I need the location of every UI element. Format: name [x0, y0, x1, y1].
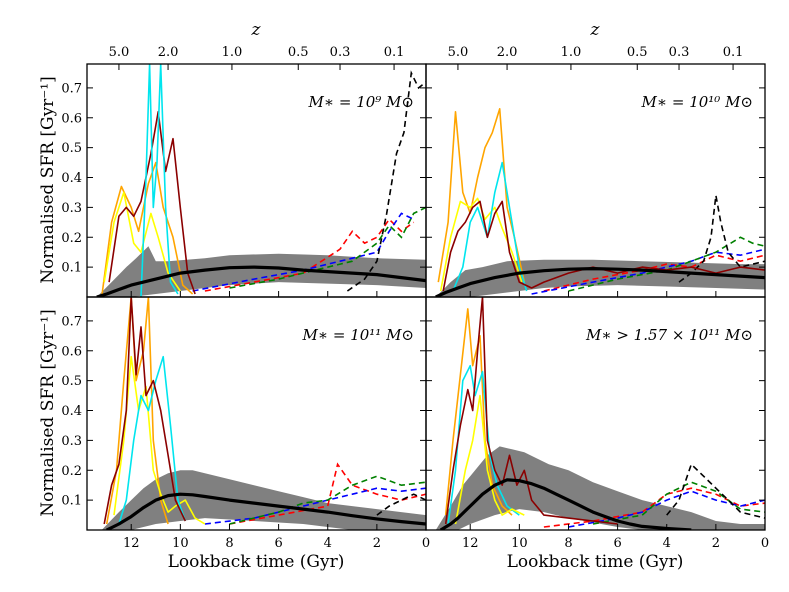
y-tick-label: 0.6: [61, 344, 82, 359]
top-axis-title-right: z: [590, 20, 601, 40]
panel-2-solid-history-0: [105, 297, 169, 525]
z-tick-label: 5.0: [109, 45, 130, 60]
panel-2-dashed-history-0: [229, 462, 426, 525]
panel-0-dashed-history-1: [192, 212, 415, 292]
y-tick-label: 0.4: [61, 171, 82, 186]
frames-layer: [86, 63, 766, 531]
y-axis-title-bottom: Normalised SFR [Gyr⁻¹]: [38, 309, 58, 516]
z-tick-label: 0.1: [723, 45, 744, 60]
panel-2-dashed-history-3: [376, 493, 426, 516]
z-tick-label: 1.0: [561, 45, 582, 60]
x-tick-label: 6: [274, 536, 282, 551]
panel-label-1e11: M∗ = 10¹¹ M⊙: [302, 326, 414, 344]
x-tick-label: 0: [761, 536, 769, 551]
y-tick-label: 0.7: [61, 81, 82, 96]
y-tick-label: 0.5: [61, 374, 82, 389]
panel-2-scatter-band: [101, 470, 426, 530]
panel-2-mean-sfh: [105, 492, 426, 530]
z-tick-label: 0.3: [330, 45, 351, 60]
x-tick-label: 4: [324, 536, 332, 551]
y-tick-label: 0.7: [61, 314, 82, 329]
x-axis-title-right: Lookback time (Gyr): [507, 552, 684, 572]
y-axis-title-top: Normalised SFR [Gyr⁻¹]: [38, 76, 58, 283]
panel-3-frame: [425, 296, 766, 531]
panel-1-dashed-history-3: [678, 195, 765, 283]
panel-0-solid-history-1: [103, 191, 181, 292]
panel-label-1e9: M∗ = 10⁹ M⊙: [308, 93, 414, 111]
z-tick-label: 0.5: [627, 45, 648, 60]
x-tick-label: 0: [422, 536, 430, 551]
y-tick-label: 0.3: [61, 434, 82, 449]
panel-3-plot: [435, 297, 765, 530]
y-tick-label: 0.3: [61, 201, 82, 216]
panel-0-solid-history-3: [140, 64, 179, 297]
panel-2-solid-history-1: [113, 355, 206, 525]
x-tick-label: 2: [712, 536, 720, 551]
y-tick-label: 0.2: [61, 231, 82, 246]
y-tick-label: 0.2: [61, 464, 82, 479]
panel-1-mean-sfh: [435, 267, 765, 297]
panel-0-solid-history-0: [100, 161, 194, 297]
panel-0-mean-sfh: [96, 265, 426, 297]
panel-0-dashed-history-2: [229, 206, 426, 289]
panel-3-solid-history-1: [447, 364, 520, 525]
panel-3-solid-history-3: [444, 297, 618, 525]
z-tick-label: 1.0: [222, 45, 243, 60]
y-tick-label: 0.5: [61, 141, 82, 156]
panel-1-solid-history-3: [442, 200, 765, 292]
z-tick-label: 2.0: [158, 45, 179, 60]
z-tick-label: 5.0: [448, 45, 469, 60]
panel-3-solid-history-0: [444, 308, 513, 516]
panel-3-dashed-history-0: [543, 487, 765, 528]
panel-3-mean-sfh: [439, 478, 692, 530]
panel-3-dashed-history-3: [666, 462, 765, 519]
panel-2-solid-history-3: [103, 297, 187, 525]
y-tick-label: 0.1: [61, 494, 82, 509]
panel-1-solid-history-0: [437, 108, 526, 283]
panel-2-dashed-history-2: [229, 475, 426, 525]
panel-3-scatter-band: [435, 446, 765, 530]
panel-2-plot: [101, 297, 426, 530]
panel-3-solid-history-2: [454, 394, 525, 525]
panel-1-plot: [435, 108, 765, 297]
panel-1-dashed-history-2: [568, 236, 765, 292]
x-tick-label: 4: [663, 536, 671, 551]
y-tick-label: 0.1: [61, 261, 82, 276]
panel-0-plot: [96, 64, 426, 297]
panels-layer: [96, 64, 765, 530]
z-tick-label: 0.3: [669, 45, 690, 60]
panel-0-dashed-history-3: [346, 70, 426, 292]
x-tick-label: 6: [613, 536, 621, 551]
ticks-layer: 0.1 0.2 0.3 0.4 0.5 0.6 0.7 5.0 2.0 1.0 0.5 0.3 0.1 5…: [61, 45, 769, 551]
panel-label-1e10: M∗ = 10¹⁰ M⊙: [641, 93, 753, 111]
panel-0-solid-history-2: [108, 111, 196, 295]
panel-0-dashed-history-0: [204, 218, 415, 292]
y-tick-label: 0.6: [61, 111, 82, 126]
panel-3-dashed-history-1: [568, 490, 765, 528]
z-tick-label: 0.1: [384, 45, 405, 60]
y-tick-label: 0.4: [61, 404, 82, 419]
x-tick-label: 8: [564, 536, 572, 551]
panel-1-solid-history-2: [452, 161, 528, 292]
x-tick-label: 12: [462, 536, 479, 551]
x-tick-label: 10: [511, 536, 528, 551]
x-tick-label: 10: [172, 536, 189, 551]
panel-1-dashed-history-1: [531, 248, 765, 295]
panel-label-gt1.57e11: M∗ > 1.57 × 10¹¹ M⊙: [585, 326, 753, 344]
top-axis-title-left: z: [251, 20, 262, 40]
x-tick-label: 2: [373, 536, 381, 551]
z-tick-label: 2.0: [497, 45, 518, 60]
z-tick-label: 0.5: [288, 45, 309, 60]
panel-2-solid-history-2: [118, 355, 187, 525]
panel-0-scatter-band: [96, 246, 426, 297]
x-axis-title-left: Lookback time (Gyr): [168, 552, 345, 572]
x-tick-label: 8: [225, 536, 233, 551]
x-tick-label: 12: [123, 536, 140, 551]
